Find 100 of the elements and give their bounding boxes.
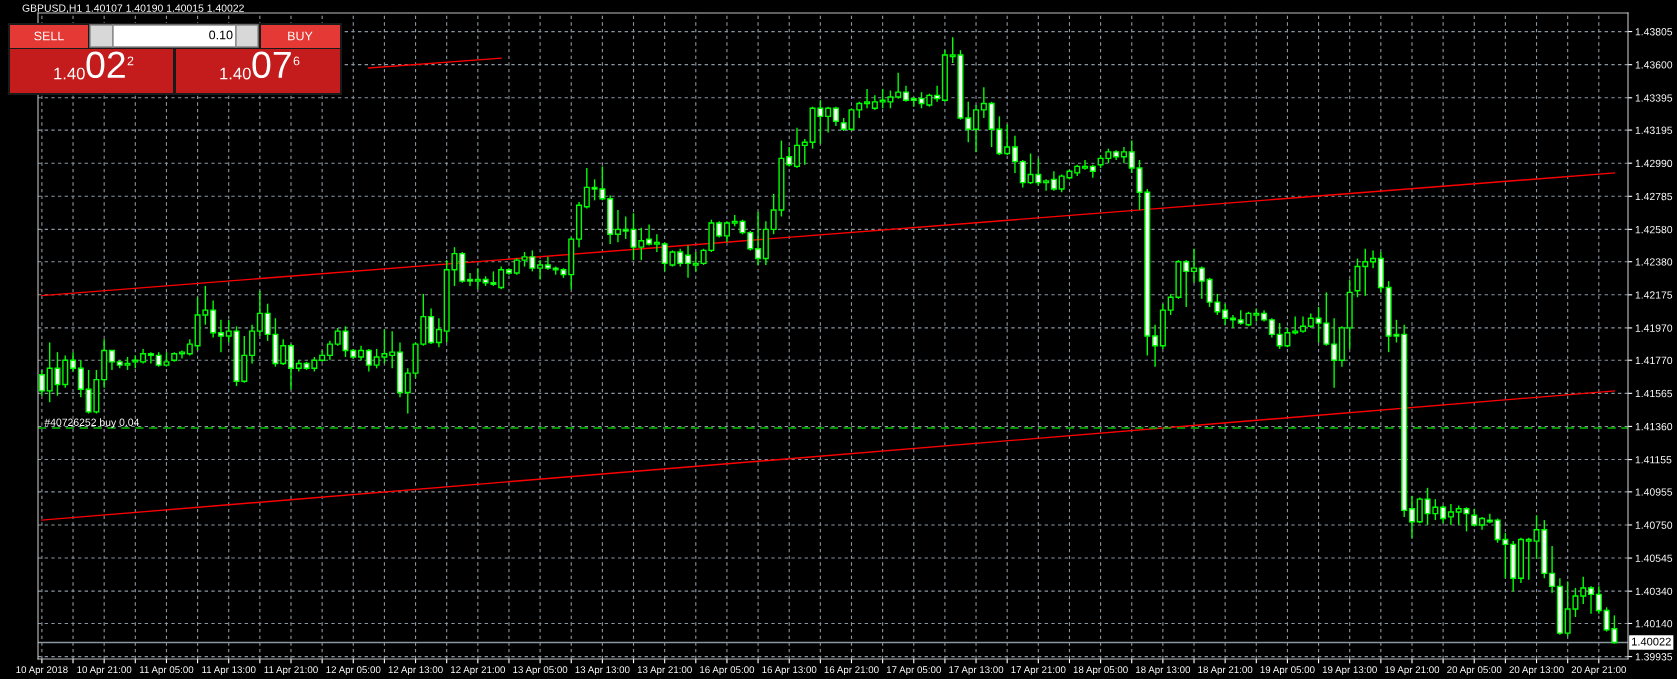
candlestick — [77, 359, 84, 399]
x-tick-label: 17 Apr 21:00 — [1011, 666, 1066, 676]
candlestick — [1050, 170, 1057, 192]
candlestick — [1486, 512, 1493, 525]
x-tick-label: 10 Apr 21:00 — [77, 666, 132, 676]
y-tick-label: 1.41155 — [1635, 456, 1672, 464]
candlestick — [1580, 575, 1587, 605]
candlestick — [1370, 249, 1377, 269]
x-tick-label: 20 Apr 05:00 — [1447, 666, 1502, 676]
y-tick-label: 1.42580 — [1635, 225, 1673, 234]
candlestick — [980, 86, 987, 119]
candlestick — [1198, 265, 1205, 300]
candlestick — [1152, 323, 1159, 368]
candlestick — [1268, 317, 1275, 339]
x-tick-label: 18 Apr 05:00 — [1073, 666, 1128, 676]
x-tick-label: 13 Apr 05:00 — [513, 666, 568, 676]
annotation: BUY — [288, 31, 313, 41]
y-tick-label: 1.41565 — [1635, 389, 1673, 398]
candlestick — [1549, 545, 1556, 594]
candlestick — [147, 351, 154, 365]
y-tick-label: 1.40955 — [1635, 488, 1673, 496]
x-tick-label: 11 Apr 21:00 — [264, 666, 318, 676]
y-tick-label: 1.40140 — [1635, 619, 1673, 628]
candlestick — [653, 233, 660, 253]
candlestick — [365, 348, 372, 373]
y-tick-label: 1.41970 — [1635, 324, 1673, 332]
candlestick — [793, 126, 801, 169]
candlestick — [404, 367, 411, 415]
candlestick — [1416, 496, 1423, 525]
x-tick-label: 19 Apr 13:00 — [1322, 666, 1377, 676]
x-tick-label: 12 Apr 13:00 — [388, 666, 443, 676]
candlestick — [801, 138, 808, 166]
candlestick — [1299, 315, 1307, 334]
annotation: 1.40 — [54, 67, 85, 80]
x-tick-label: 16 Apr 13:00 — [762, 666, 817, 676]
candlestick — [973, 104, 980, 153]
y-tick-label: 1.40545 — [1635, 554, 1673, 562]
y-tick-label: 1.41770 — [1635, 356, 1673, 365]
candlestick — [1447, 503, 1454, 526]
candlestick — [1408, 495, 1416, 539]
candlestick — [723, 220, 730, 244]
candlestick — [755, 210, 762, 266]
y-tick-label: 1.43395 — [1635, 94, 1673, 102]
candlestick — [178, 349, 186, 360]
candlestick — [895, 72, 902, 100]
candlestick — [1222, 303, 1229, 326]
candlestick — [389, 330, 396, 369]
y-tick-label: 1.42990 — [1635, 159, 1673, 168]
annotation: 2 — [127, 56, 134, 66]
candlestick — [1120, 146, 1127, 164]
annotation: 0.10 — [209, 30, 233, 40]
x-tick-label: 18 Apr 13:00 — [1136, 666, 1191, 676]
candlestick — [435, 317, 442, 348]
candlestick — [217, 319, 224, 353]
candlestick — [1190, 248, 1198, 284]
x-tick-label: 12 Apr 05:00 — [326, 666, 381, 676]
candlestick — [583, 167, 590, 210]
y-tick-label: 1.43600 — [1635, 61, 1673, 69]
x-tick-label: 19 Apr 05:00 — [1260, 666, 1315, 676]
x-tick-label: 20 Apr 13:00 — [1509, 666, 1564, 676]
ref-line-label: 1.40022 — [1632, 637, 1671, 646]
candlestick — [1331, 317, 1338, 389]
candlestick — [467, 272, 474, 287]
x-tick-label: 13 Apr 13:00 — [575, 666, 630, 676]
x-tick-label: 11 Apr 05:00 — [139, 666, 194, 676]
x-tick-label: 19 Apr 21:00 — [1385, 666, 1440, 676]
y-tick-label: 1.40340 — [1635, 587, 1673, 596]
y-tick-label: 1.40750 — [1635, 521, 1673, 529]
y-tick-label: 1.43805 — [1635, 28, 1673, 36]
candlestick — [864, 88, 871, 109]
x-tick-label: 11 Apr 13:00 — [202, 666, 256, 676]
candlestick — [1004, 123, 1011, 156]
candlestick — [934, 84, 941, 103]
x-tick-label: 10 Apr 2018 — [16, 666, 68, 676]
candlestick — [498, 265, 505, 290]
x-tick-label: 17 Apr 13:00 — [949, 666, 1004, 676]
chart-title: GBPUSD,H1 1.40107 1.40190 1.40015 1.40022 — [22, 4, 244, 14]
candlestick — [684, 244, 692, 279]
candlestick — [287, 343, 295, 390]
candlestick — [1019, 159, 1026, 189]
candlestick — [1011, 135, 1018, 174]
y-tick-label: 1.39935 — [1635, 653, 1673, 661]
x-tick-label: 18 Apr 21:00 — [1198, 666, 1253, 676]
candlestick — [614, 209, 621, 244]
annotation: 02 — [86, 51, 125, 79]
candlestick — [1183, 259, 1190, 308]
x-tick-label: 13 Apr 21:00 — [637, 666, 692, 676]
candlestick — [474, 267, 481, 290]
candlestick — [692, 251, 699, 273]
y-tick-label: 1.42785 — [1635, 192, 1673, 201]
x-tick-label: 20 Apr 21:00 — [1571, 666, 1626, 676]
candlestick — [1229, 314, 1236, 329]
x-tick-label: 12 Apr 21:00 — [451, 666, 506, 676]
candlestick — [1587, 585, 1595, 615]
candlestick — [825, 105, 832, 134]
candlestick — [210, 299, 217, 339]
x-tick-label: 16 Apr 05:00 — [700, 666, 755, 676]
y-tick-label: 1.42175 — [1635, 291, 1673, 299]
candlestick — [326, 340, 333, 361]
candlestick — [38, 369, 45, 397]
